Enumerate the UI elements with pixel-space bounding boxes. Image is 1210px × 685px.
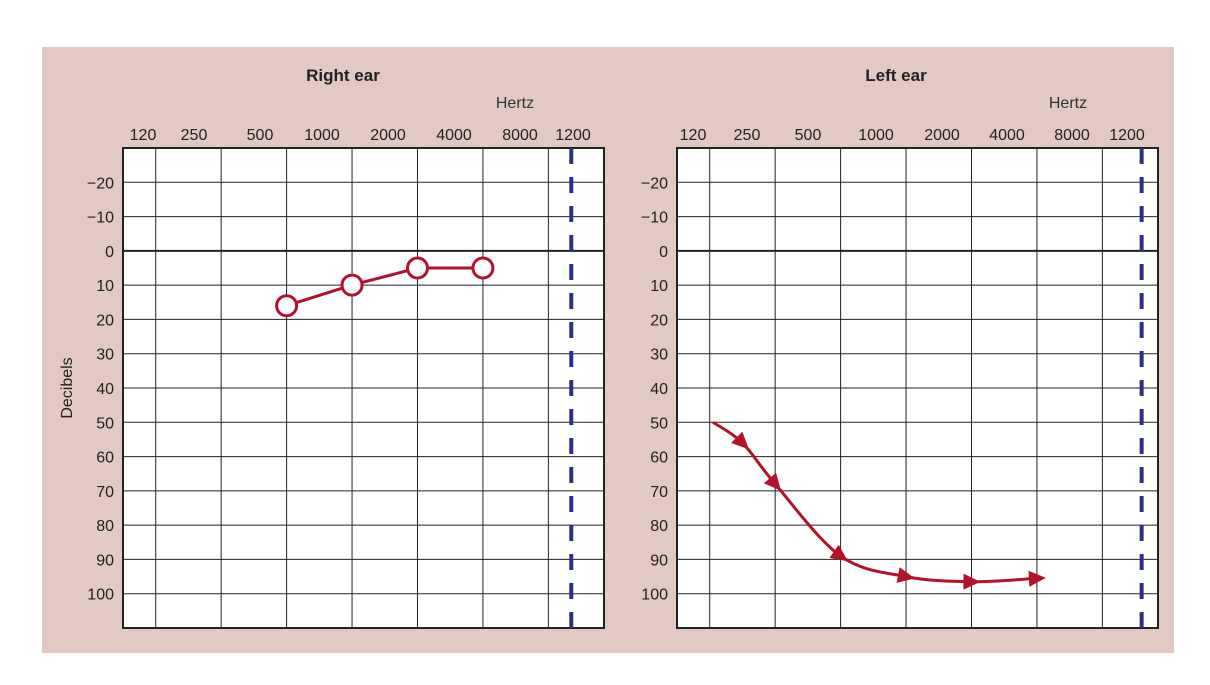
left-ear-y-tick-label: 90 <box>650 552 668 569</box>
left-ear-x-tick-label: 4000 <box>989 127 1025 144</box>
right-ear-data-point <box>340 273 364 297</box>
left-ear-y-tick-label: 60 <box>650 450 668 467</box>
left-ear-y-tick-label: 10 <box>650 278 668 295</box>
right-ear-plot-border <box>122 147 605 629</box>
right-ear-x-tick-label: 500 <box>247 127 274 144</box>
right-ear-x-tick-label: 4000 <box>436 127 472 144</box>
left-ear-y-tick-label: 80 <box>650 518 668 535</box>
right-ear-x-tick-label: 8000 <box>502 127 538 144</box>
right-ear-y-tick-label: 10 <box>96 278 114 295</box>
right-ear-y-tick-label: 50 <box>96 415 114 432</box>
left-ear-y-tick-label: −10 <box>641 210 668 227</box>
right-ear-y-tick-label: 0 <box>105 244 114 261</box>
right-ear-y-tick-label: 100 <box>87 587 114 604</box>
left-ear-y-tick-label: 70 <box>650 484 668 501</box>
right-ear-x-tick-label: 120 <box>130 127 157 144</box>
left-ear-plot-border <box>676 147 1159 629</box>
left-ear-x-tick-label: 8000 <box>1054 127 1090 144</box>
left-ear-y-tick-label: 50 <box>650 415 668 432</box>
left-ear-x-tick-label: 120 <box>680 127 707 144</box>
left-ear-x-tick-label: 1200 <box>1109 127 1145 144</box>
right-ear-chart: Right ear Hertz Decibels −20 −10 0 10 20 30 40… <box>59 66 605 629</box>
left-ear-data-point-arrow <box>829 544 848 562</box>
right-ear-xlabel: Hertz <box>496 95 534 112</box>
left-ear-x-tick-label: 500 <box>795 127 822 144</box>
right-ear-y-tick-label: 70 <box>96 484 114 501</box>
right-ear-data-point <box>275 294 299 318</box>
left-ear-data-point-arrow <box>896 567 915 583</box>
left-ear-data-point-arrow <box>731 431 749 450</box>
right-ear-y-tick-label: 30 <box>96 347 114 364</box>
left-ear-x-tick-label: 2000 <box>924 127 960 144</box>
right-ear-x-tick-label: 250 <box>181 127 208 144</box>
right-ear-y-tick-label: −10 <box>87 210 114 227</box>
right-ear-title: Right ear <box>306 66 380 85</box>
left-ear-y-tick-label: 100 <box>641 587 668 604</box>
left-ear-x-tick-label: 250 <box>734 127 761 144</box>
left-ear-title: Left ear <box>865 66 927 85</box>
right-ear-y-tick-label: 20 <box>96 312 114 329</box>
right-ear-y-tick-label: −20 <box>87 175 114 192</box>
right-ear-x-tick-label: 1200 <box>555 127 591 144</box>
left-ear-xlabel: Hertz <box>1049 95 1087 112</box>
right-ear-y-tick-label: 40 <box>96 381 114 398</box>
right-ear-x-tick-label: 1000 <box>304 127 340 144</box>
left-ear-x-tick-label: 1000 <box>858 127 894 144</box>
right-ear-data-point <box>405 256 429 280</box>
left-ear-data-point-arrow <box>963 573 981 590</box>
right-ear-data-point <box>471 256 495 280</box>
left-ear-data-point-arrow <box>763 472 782 491</box>
left-ear-data-point-arrow <box>1028 570 1046 587</box>
left-ear-chart: Left ear Hertz −20 −10 0 10 20 30 40 50 60 70 80 90… <box>641 66 1159 629</box>
right-ear-y-tick-label: 90 <box>96 552 114 569</box>
right-ear-y-tick-label: 60 <box>96 450 114 467</box>
left-ear-y-tick-label: −20 <box>641 175 668 192</box>
left-ear-y-tick-label: 20 <box>650 312 668 329</box>
right-ear-y-tick-label: 80 <box>96 518 114 535</box>
decibels-axis-label: Decibels <box>59 357 76 418</box>
right-ear-x-tick-label: 2000 <box>370 127 406 144</box>
left-ear-y-tick-label: 40 <box>650 381 668 398</box>
right-ear-series-line <box>286 266 483 308</box>
left-ear-y-tick-label: 30 <box>650 347 668 364</box>
left-ear-y-tick-label: 0 <box>659 244 668 261</box>
